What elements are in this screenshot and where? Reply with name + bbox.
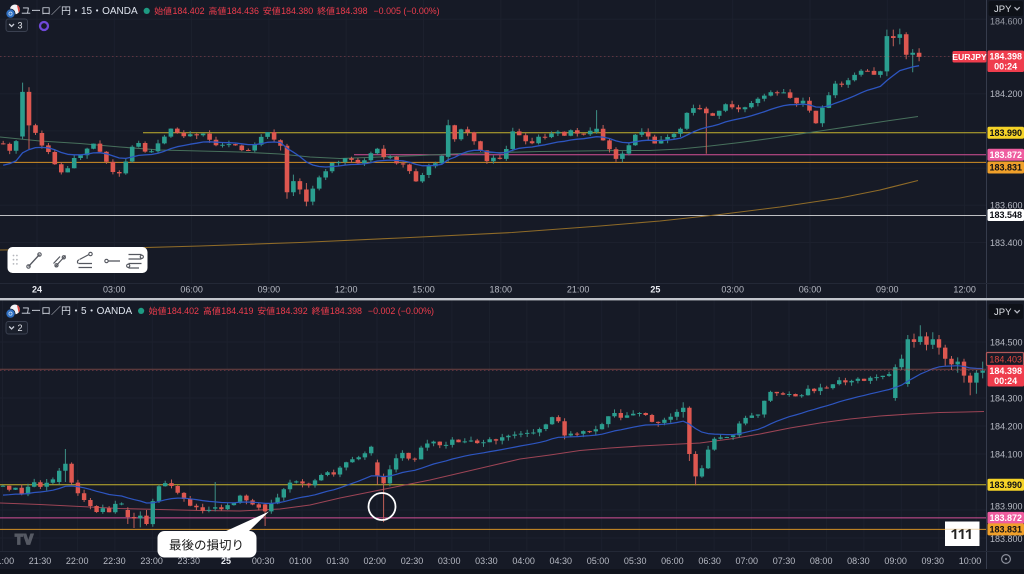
svg-text:08:30: 08:30 (847, 556, 870, 566)
svg-text:3: 3 (18, 21, 23, 31)
svg-text:09:00: 09:00 (876, 285, 899, 295)
svg-text:5: 5 (81, 306, 87, 317)
svg-text:04:30: 04:30 (550, 556, 573, 566)
svg-text:183.400: 183.400 (990, 238, 1023, 248)
svg-text:18:00: 18:00 (490, 285, 513, 295)
svg-text:08:00: 08:00 (810, 556, 833, 566)
svg-text:184.200: 184.200 (990, 421, 1023, 431)
svg-text:184.436: 184.436 (227, 6, 259, 16)
svg-text:2: 2 (18, 323, 23, 333)
svg-text:23:00: 23:00 (140, 556, 163, 566)
svg-text:07:30: 07:30 (773, 556, 796, 566)
svg-text:01:30: 01:30 (326, 556, 349, 566)
svg-text:184.300: 184.300 (990, 393, 1023, 403)
svg-text:184.403: 184.403 (989, 355, 1022, 365)
svg-text:03:30: 03:30 (475, 556, 498, 566)
svg-text:06:00: 06:00 (661, 556, 684, 566)
svg-text:03:00: 03:00 (103, 285, 126, 295)
svg-text:183.872: 183.872 (990, 513, 1023, 523)
svg-text:183.990: 183.990 (990, 480, 1023, 490)
svg-text:183.548: 183.548 (990, 210, 1023, 220)
svg-text:−0.002 (−0.00%): −0.002 (−0.00%) (368, 306, 434, 316)
svg-text:21:30: 21:30 (29, 556, 52, 566)
svg-text:02:30: 02:30 (401, 556, 424, 566)
svg-text:05:00: 05:00 (587, 556, 610, 566)
svg-text:09:30: 09:30 (922, 556, 945, 566)
svg-text:184.402: 184.402 (167, 306, 199, 316)
svg-text:04:00: 04:00 (512, 556, 535, 566)
svg-text:184.402: 184.402 (173, 6, 205, 16)
svg-text:03:00: 03:00 (721, 285, 744, 295)
svg-text:21:00: 21:00 (567, 285, 590, 295)
svg-text:184.398: 184.398 (989, 51, 1022, 61)
svg-text:00:24: 00:24 (994, 62, 1017, 72)
svg-text:184.419: 184.419 (221, 306, 253, 316)
svg-text:183.900: 183.900 (990, 501, 1023, 511)
svg-text:183.872: 183.872 (990, 150, 1023, 160)
svg-text:06:00: 06:00 (180, 285, 203, 295)
svg-text:184.398: 184.398 (330, 306, 362, 316)
svg-text:184.200: 184.200 (990, 89, 1023, 99)
svg-text:12:00: 12:00 (953, 285, 976, 295)
svg-text:06:30: 06:30 (698, 556, 721, 566)
svg-text:184.380: 184.380 (281, 6, 313, 16)
svg-text:09:00: 09:00 (884, 556, 907, 566)
svg-text:184.398: 184.398 (336, 6, 368, 16)
svg-text:184.600: 184.600 (990, 17, 1023, 27)
svg-text:07:00: 07:00 (736, 556, 759, 566)
svg-text:03:00: 03:00 (438, 556, 461, 566)
svg-text:01:00: 01:00 (289, 556, 312, 566)
svg-text:EURJPY: EURJPY (952, 52, 987, 62)
svg-text:184.398: 184.398 (989, 366, 1022, 376)
svg-text:183.831: 183.831 (990, 163, 1023, 173)
svg-text:184.392: 184.392 (276, 306, 308, 316)
svg-text:02:00: 02:00 (364, 556, 387, 566)
svg-text:25: 25 (650, 285, 660, 295)
svg-text:183.831: 183.831 (990, 525, 1023, 535)
svg-text:OANDA: OANDA (102, 6, 138, 17)
svg-text:JPY: JPY (994, 4, 1012, 15)
svg-text:09:00: 09:00 (258, 285, 281, 295)
svg-text:184.500: 184.500 (990, 337, 1023, 347)
svg-text:22:00: 22:00 (66, 556, 89, 566)
svg-text:15:00: 15:00 (412, 285, 435, 295)
svg-text:OANDA: OANDA (97, 306, 133, 317)
svg-text:184.100: 184.100 (990, 449, 1023, 459)
svg-text:12:00: 12:00 (335, 285, 358, 295)
svg-text:21:00: 21:00 (0, 556, 14, 566)
svg-text:22:30: 22:30 (103, 556, 126, 566)
svg-text:00:24: 00:24 (994, 376, 1017, 386)
svg-text:00:30: 00:30 (252, 556, 275, 566)
svg-text:−0.005 (−0.00%): −0.005 (−0.00%) (374, 6, 440, 16)
svg-text:183.990: 183.990 (990, 128, 1023, 138)
svg-text:24: 24 (32, 285, 42, 295)
svg-text:JPY: JPY (994, 307, 1012, 318)
svg-text:06:00: 06:00 (799, 285, 822, 295)
svg-text:05:30: 05:30 (624, 556, 647, 566)
svg-text:10:00: 10:00 (959, 556, 982, 566)
svg-text:15: 15 (81, 6, 93, 17)
